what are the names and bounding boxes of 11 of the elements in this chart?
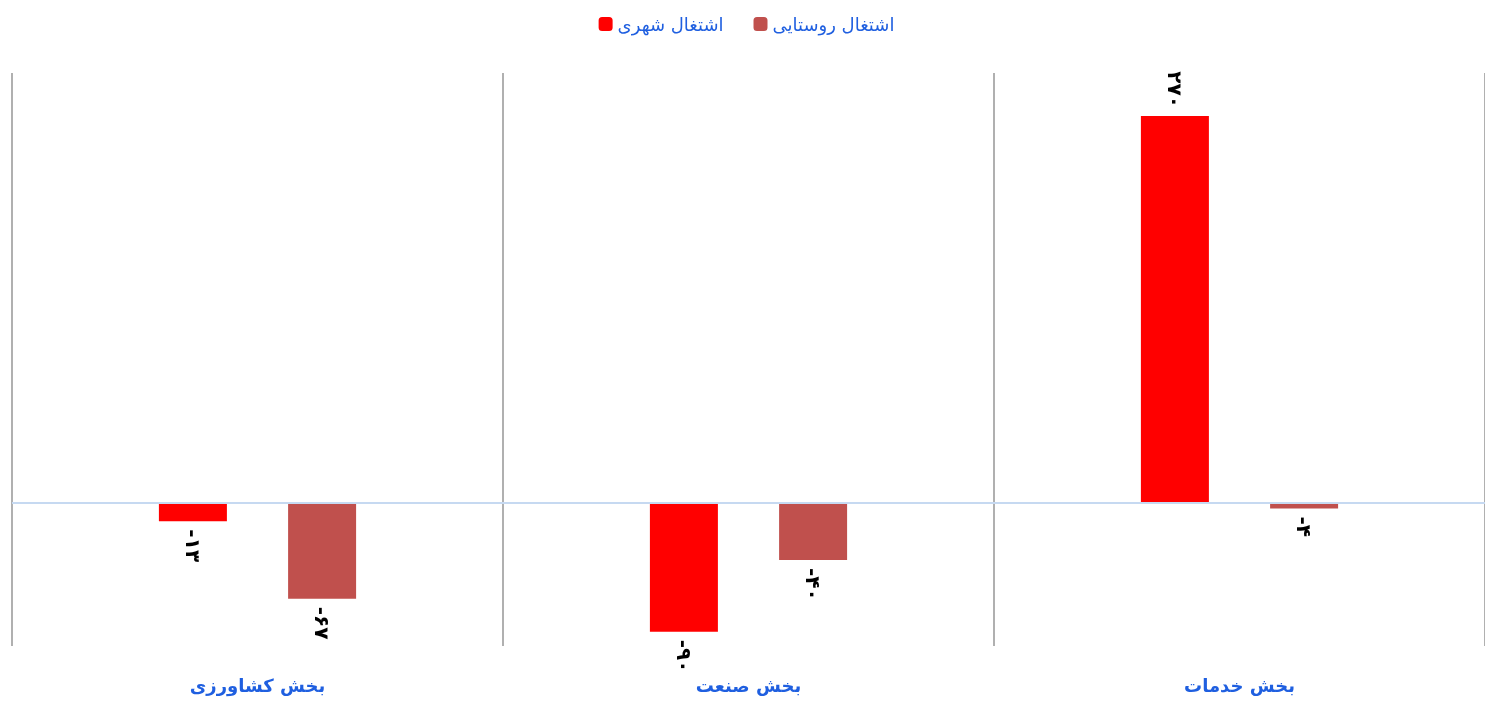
data-label: ۲۷۰ [1162, 71, 1187, 108]
data-label: -۴ [1292, 516, 1317, 537]
x-tick-label: بخش خدمات [1184, 674, 1295, 696]
legend-label: اشتغال روستایی [772, 13, 895, 36]
legend-label: اشتغال شهری [617, 13, 724, 36]
data-label: -۱۳ [180, 529, 205, 563]
data-label: -۴۰ [801, 568, 826, 601]
x-tick-label: بخش صنعت [695, 674, 802, 696]
x-tick-label: بخش کشاورزی [189, 674, 326, 697]
data-label: -۹۰ [671, 639, 696, 673]
data-label: -۶۷ [310, 606, 335, 640]
